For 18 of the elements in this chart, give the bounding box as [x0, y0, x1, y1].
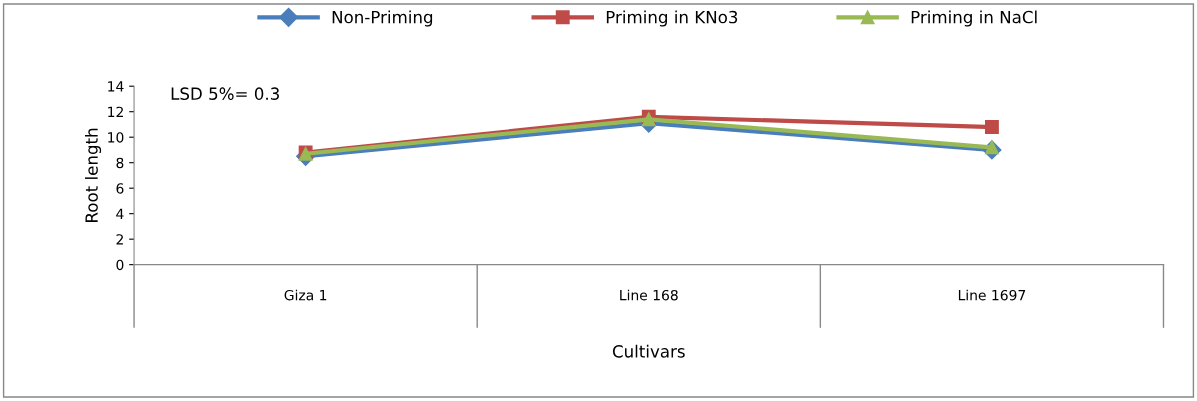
- y-tick-label: 2: [116, 234, 123, 245]
- y-tick-label: 0: [116, 259, 124, 271]
- annotation: LSD 5%= 0.3: [171, 87, 279, 100]
- legend-label: Priming in NaCl: [911, 10, 1037, 27]
- y-tick-label: 8: [116, 157, 124, 169]
- y-tick-label: 10: [108, 132, 124, 143]
- x-tick-label: Line 1697: [958, 289, 1026, 301]
- y-tick-label: 12: [108, 106, 123, 117]
- x-axis-title: Cultivars: [612, 344, 685, 358]
- y-tick-label: 6: [116, 183, 124, 194]
- y-tick-label: 14: [108, 81, 124, 92]
- legend-label: Priming in KNo3: [606, 10, 738, 27]
- y-axis-title: Root length: [84, 128, 102, 222]
- x-tick-label: Line 168: [620, 289, 678, 301]
- point: [984, 120, 999, 134]
- x-tick-label: Giza 1: [284, 289, 327, 301]
- legend-label: Non-Priming: [332, 10, 433, 27]
- y-tick-label: 4: [116, 208, 124, 219]
